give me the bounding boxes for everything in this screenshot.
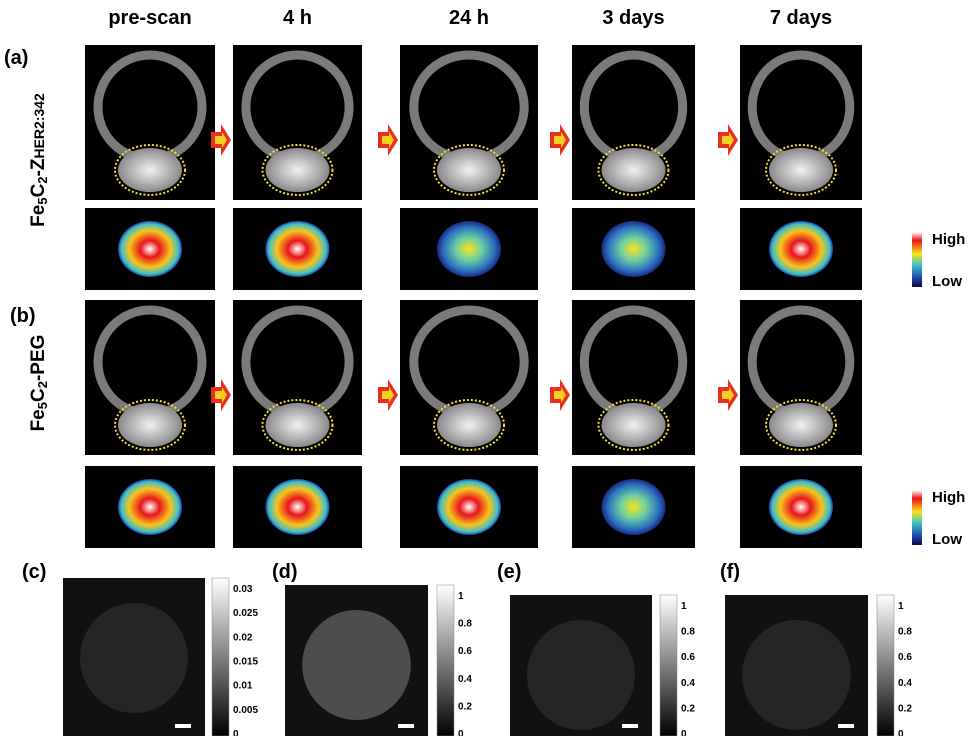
row-label-part: 2 — [35, 381, 50, 388]
row-label-part: -Z — [28, 158, 49, 176]
tumor — [266, 148, 330, 192]
row-label-part: 5 — [35, 402, 50, 409]
row-label: Fe5C2-PEG — [28, 335, 50, 432]
tumor — [769, 403, 833, 447]
colorbar-tick-label: 0 — [681, 729, 687, 736]
colorbar-tick-label: 0.6 — [681, 652, 695, 663]
colorbar-tick-label: 0.4 — [681, 678, 695, 689]
colorbar-high: High — [932, 489, 965, 506]
colormap-blob — [602, 479, 666, 535]
column-header: pre-scan — [108, 7, 191, 29]
tumor — [118, 148, 182, 192]
colorbar-tick-label: 0 — [233, 729, 239, 736]
tumor — [602, 403, 666, 447]
column-header: 4 h — [283, 7, 312, 29]
scale-bar — [622, 724, 638, 728]
colorbar-low: Low — [932, 531, 962, 548]
colorbar-tick-label: 1 — [898, 601, 904, 612]
colorbar-tick-label: 1 — [681, 601, 687, 612]
colormap-blob — [266, 221, 330, 277]
colormap-blob — [266, 479, 330, 535]
gray-colorbar — [437, 585, 454, 736]
gray-colorbar — [660, 595, 677, 736]
microscopy-texture — [527, 620, 635, 730]
row-label-part: C — [28, 183, 49, 197]
colormap-blob — [118, 221, 182, 277]
colorbar-tick-label: 0.01 — [233, 681, 253, 692]
column-header: 7 days — [770, 7, 832, 29]
colorbar-tick-label: 0.8 — [681, 627, 695, 638]
colorbar-tick-label: 0.4 — [898, 678, 912, 689]
row-label-part: -PEG — [28, 335, 49, 381]
colorbar-tick-label: 0.03 — [233, 584, 253, 595]
column-header: 24 h — [449, 7, 489, 29]
panel-label: (a) — [4, 47, 28, 69]
colormap-blob — [437, 221, 501, 277]
panel-label: (c) — [22, 561, 46, 583]
figure: pre-scan4 h24 h3 days7 daysHighLowFe5C2-… — [0, 0, 968, 736]
scale-bar — [398, 724, 414, 728]
colorbar-tick-label: 0.2 — [458, 701, 472, 712]
column-header: 3 days — [602, 7, 664, 29]
tumor — [602, 148, 666, 192]
colormap-blob — [437, 479, 501, 535]
microscopy-texture — [302, 610, 411, 720]
scale-bar — [175, 724, 191, 728]
jet-colorbar — [912, 490, 922, 545]
colorbar-tick-label: 0.02 — [233, 632, 253, 643]
panel-label: (b) — [10, 305, 36, 327]
gray-colorbar — [877, 595, 894, 736]
tumor — [437, 148, 501, 192]
colorbar-tick-label: 0 — [898, 729, 904, 736]
colormap-blob — [769, 479, 833, 535]
row-label-part: 2 — [35, 176, 50, 183]
microscopy-texture — [80, 603, 188, 713]
row-label-part: Fe — [28, 409, 49, 431]
panel-label: (e) — [497, 561, 521, 583]
colorbar-tick-label: 0.8 — [898, 627, 912, 638]
tumor — [266, 403, 330, 447]
colorbar-high: High — [932, 231, 965, 248]
tumor — [118, 403, 182, 447]
panel-label: (d) — [272, 561, 298, 583]
colorbar-tick-label: 0.005 — [233, 705, 258, 716]
row-label: Fe5C2-ZHER2:342 — [28, 93, 50, 227]
row-label-part: HER2:342 — [31, 93, 47, 159]
jet-colorbar — [912, 232, 922, 287]
colorbar-tick-label: 0.6 — [458, 646, 472, 657]
panel-label: (f) — [720, 561, 740, 583]
colorbar-tick-label: 0.2 — [681, 703, 695, 714]
colorbar-tick-label: 0.8 — [458, 619, 472, 630]
colormap-blob — [118, 479, 182, 535]
colorbar-tick-label: 0.4 — [458, 674, 472, 685]
microscopy-texture — [742, 620, 851, 730]
colorbar-low: Low — [932, 273, 962, 290]
colorbar-tick-label: 0.025 — [233, 608, 258, 619]
colorbar-tick-label: 0 — [458, 729, 464, 736]
row-label-part: Fe — [28, 205, 49, 227]
tumor — [437, 403, 501, 447]
colorbar-tick-label: 0.2 — [898, 703, 912, 714]
gray-colorbar — [212, 578, 229, 736]
row-label-part: 5 — [35, 197, 50, 204]
colormap-blob — [769, 221, 833, 277]
colorbar-tick-label: 0.015 — [233, 657, 258, 668]
scale-bar — [838, 724, 854, 728]
colorbar-tick-label: 1 — [458, 591, 464, 602]
colorbar-tick-label: 0.6 — [898, 652, 912, 663]
colormap-blob — [602, 221, 666, 277]
row-label-part: C — [28, 388, 49, 402]
tumor — [769, 148, 833, 192]
